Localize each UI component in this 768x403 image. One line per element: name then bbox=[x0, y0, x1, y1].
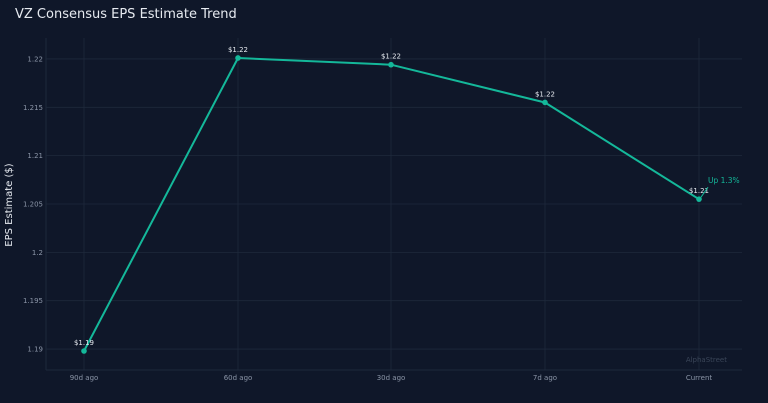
annotation-label: Up 1.3% bbox=[708, 176, 740, 185]
data-point bbox=[542, 99, 548, 106]
y-tick-label: 1.22 bbox=[27, 55, 43, 63]
data-point bbox=[81, 348, 87, 354]
eps-line bbox=[83, 57, 700, 352]
data-label: $1.19 bbox=[74, 339, 94, 347]
data-labels: $1.19 $1.22 $1.22 $1.22 $1.21 Up 1.3% bbox=[74, 46, 740, 347]
y-tick-label: 1.19 bbox=[27, 346, 43, 354]
series-eps bbox=[81, 55, 702, 354]
y-tick-label: 1.205 bbox=[23, 201, 43, 209]
data-label: $1.22 bbox=[228, 46, 248, 54]
x-tick-label: 90d ago bbox=[70, 374, 99, 382]
y-tick-label: 1.2 bbox=[32, 249, 43, 257]
x-tick-label: 7d ago bbox=[533, 374, 557, 382]
data-point bbox=[235, 55, 241, 61]
y-tick-label: 1.21 bbox=[27, 152, 43, 160]
y-tick-label: 1.195 bbox=[23, 297, 43, 305]
x-tick-label: 60d ago bbox=[224, 374, 253, 382]
axes: 1.19 1.195 1.2 1.205 1.21 1.215 1.22 90d ago 60d… bbox=[23, 38, 742, 382]
chart-title: VZ Consensus EPS Estimate Trend bbox=[15, 7, 237, 22]
data-label: $1.22 bbox=[535, 90, 555, 98]
data-point bbox=[696, 196, 702, 202]
data-label: $1.22 bbox=[381, 53, 401, 61]
x-tick-label: 30d ago bbox=[377, 374, 406, 382]
watermark: AlphaStreet bbox=[686, 356, 727, 364]
x-tick-label: Current bbox=[686, 374, 713, 382]
data-label: $1.21 bbox=[689, 187, 709, 195]
y-tick-label: 1.215 bbox=[23, 104, 43, 112]
data-point bbox=[388, 61, 394, 68]
annotation-arrow bbox=[700, 186, 709, 198]
y-axis-label: EPS Estimate ($) bbox=[4, 163, 15, 246]
grid-lines bbox=[46, 38, 742, 370]
